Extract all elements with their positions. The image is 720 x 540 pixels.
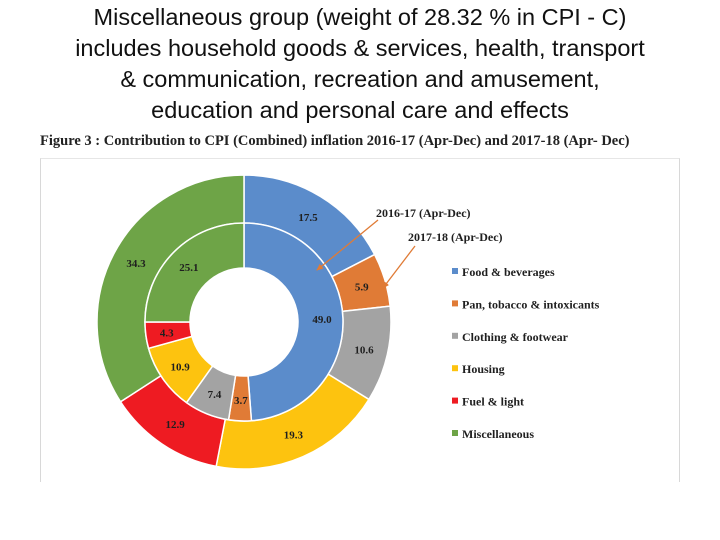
annotation-label-1: 2017-18 (Apr-Dec): [408, 230, 503, 244]
legend-swatch-4: [452, 397, 458, 404]
legend-swatch-3: [452, 365, 458, 372]
outer-slice-label-4: 12.9: [166, 419, 186, 431]
chart-frame: [40, 158, 680, 482]
slide-title-line: & communication, recreation and amusemen…: [120, 66, 600, 92]
inner-slice-label-2: 7.4: [208, 389, 222, 401]
inner-slice-label-1: 3.7: [234, 395, 248, 407]
slide-title-line: education and personal care and effects: [151, 97, 569, 123]
outer-slice-label-2: 10.6: [354, 344, 374, 356]
legend-label-1: Pan, tobacco & intoxicants: [462, 297, 600, 311]
annotation-label-0: 2016-17 (Apr-Dec): [376, 206, 471, 220]
legend-label-2: Clothing & footwear: [462, 330, 569, 344]
outer-slice-label-1: 5.9: [355, 282, 369, 294]
inner-slice-label-5: 25.1: [179, 262, 198, 274]
legend-swatch-0: [452, 268, 458, 274]
outer-slice-label-3: 19.3: [284, 430, 304, 442]
inner-slice-label-3: 10.9: [170, 362, 190, 374]
inner-slice-5: [144, 222, 245, 323]
annotation-arrow-1: [382, 245, 416, 289]
legend-swatch-1: [452, 300, 458, 307]
inner-ring: [144, 222, 344, 422]
outer-slice-label-5: 34.3: [126, 258, 146, 270]
legend-label-5: Miscellaneous: [462, 427, 534, 441]
inner-slice-0: [243, 222, 344, 422]
slice-labels: 49.0 3.7 7.4 10.9 4.3 25.1 17.5 5.9 10.6 19.3 12.9…: [126, 212, 374, 442]
legend-label-0: Food & beverages: [462, 265, 555, 279]
inner-slice-label-0: 49.0: [312, 314, 332, 326]
slide-title: Miscellaneous group (weight of 28.32 % i…: [0, 2, 720, 126]
slide-title-line: includes household goods & services, hea…: [75, 35, 645, 61]
legend-swatch-2: [452, 332, 458, 339]
legend-swatch-5: [452, 430, 458, 436]
legend: Food & beverages Pan, tobacco & intoxican…: [452, 265, 600, 441]
legend-label-4: Fuel & light: [462, 395, 524, 409]
annotation-arrow-0: [316, 219, 379, 271]
slide-title-line: Miscellaneous group (weight of 28.32 % i…: [93, 4, 627, 30]
figure-caption: Figure 3 : Contribution to CPI (Combined…: [40, 133, 630, 149]
outer-slice-label-0: 17.5: [298, 212, 318, 224]
legend-label-3: Housing: [462, 362, 505, 376]
inner-slice-label-4: 4.3: [160, 327, 174, 339]
annotations: 2016-17 (Apr-Dec) 2017-18 (Apr-Dec): [316, 206, 503, 289]
outer-ring: [96, 174, 392, 470]
